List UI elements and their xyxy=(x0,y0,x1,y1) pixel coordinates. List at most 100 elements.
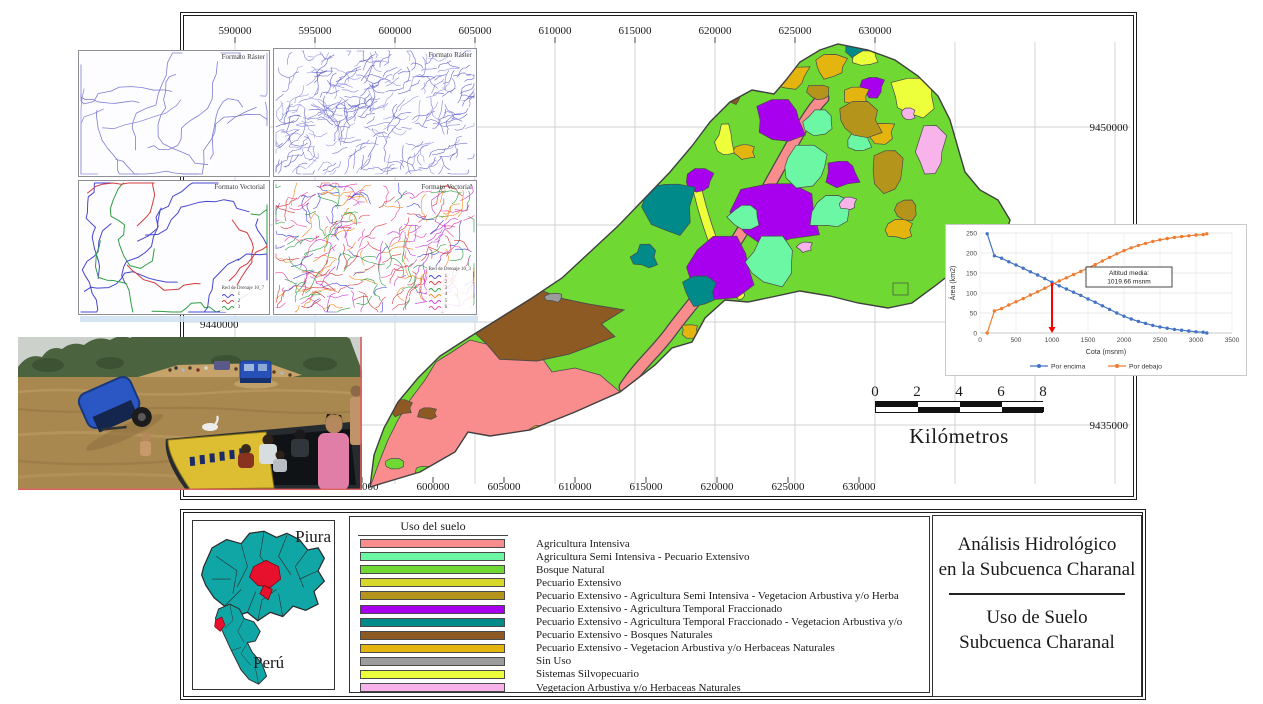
legend-row: Agricultura Intensiva xyxy=(350,537,929,550)
drainage-line xyxy=(387,231,400,235)
drainage-line xyxy=(351,97,373,110)
drainage-line xyxy=(287,115,302,119)
drainage-line xyxy=(454,240,469,251)
legend-label: Bosque Natural xyxy=(536,563,605,576)
drainage-line xyxy=(386,118,401,140)
drainage-line xyxy=(281,128,299,133)
drainage-line xyxy=(307,297,326,313)
drainage-line xyxy=(275,120,295,128)
drainage-line xyxy=(344,195,368,204)
drainage-line xyxy=(385,242,392,269)
drainage-line xyxy=(317,118,334,126)
drainage-line xyxy=(314,67,332,77)
chart-y-tick: 100 xyxy=(966,290,977,297)
data-point xyxy=(1129,317,1133,321)
scale-bar-number: 6 xyxy=(997,384,1005,400)
drainage-line xyxy=(80,108,104,175)
drainage-line xyxy=(326,72,337,95)
data-point xyxy=(1179,328,1184,332)
drainage-line xyxy=(372,104,385,111)
drainage-line xyxy=(457,189,464,218)
drainage-line xyxy=(294,85,305,104)
drainage-line xyxy=(297,193,316,207)
watershed-boundary xyxy=(369,43,1011,488)
drainage-line xyxy=(407,156,412,175)
drainage-line xyxy=(339,68,362,78)
drainage-line xyxy=(319,182,330,189)
drainage-line xyxy=(388,230,405,249)
drainage-line xyxy=(407,263,414,283)
drainage-line xyxy=(320,52,330,66)
scale-bar: 0 2 4 6 8 Kilómetros xyxy=(871,384,1047,449)
legend-row: Pecuario Extensivo - Bosques Naturales xyxy=(350,629,929,642)
drainage-legend-item: 1 xyxy=(444,273,448,279)
drainage-line xyxy=(294,304,300,313)
drainage-line xyxy=(421,245,430,261)
drainage-line xyxy=(419,285,426,302)
drainage-line xyxy=(401,237,406,263)
annotation-line1: Altitud media: xyxy=(1109,270,1149,277)
drainage-line xyxy=(432,108,446,129)
drainage-line xyxy=(449,247,464,261)
data-point xyxy=(1107,255,1112,260)
drainage-line xyxy=(323,304,343,309)
drainage-line xyxy=(300,251,308,268)
drainage-line xyxy=(334,225,342,241)
drainage-line xyxy=(295,282,306,293)
legend-swatch xyxy=(360,591,505,601)
drainage-line xyxy=(468,216,475,233)
drainage-line xyxy=(308,132,328,137)
drainage-line xyxy=(375,296,386,309)
drainage-line xyxy=(289,146,314,149)
land-use-patch xyxy=(795,241,813,253)
x-tick-bottom: 600000 xyxy=(417,481,451,493)
drainage-line xyxy=(302,287,336,291)
drainage-line xyxy=(303,291,313,308)
drainage-line xyxy=(348,193,364,200)
drainage-line xyxy=(466,190,471,212)
x-tick-top: 605000 xyxy=(459,25,493,37)
drainage-legend-item: 2 xyxy=(237,298,241,304)
drainage-line xyxy=(447,169,469,175)
land-use-patch xyxy=(480,452,511,464)
legend-row: Pecuario Extensivo xyxy=(350,576,929,589)
drainage-line xyxy=(360,105,370,118)
drainage-line xyxy=(417,154,422,166)
drainage-line xyxy=(409,74,421,92)
wave-symbol xyxy=(221,300,235,305)
drainage-line xyxy=(407,225,422,236)
vector-dense-drainage xyxy=(275,182,475,313)
drainage-line xyxy=(338,281,364,293)
drainage-line xyxy=(310,104,326,111)
drainage-line xyxy=(275,93,284,101)
drainage-line xyxy=(291,182,298,206)
chart-y-tick: 150 xyxy=(966,270,977,277)
scale-bar-number: 8 xyxy=(1039,384,1047,400)
drainage-line xyxy=(284,279,298,284)
data-point xyxy=(1071,272,1076,277)
land-use-patch xyxy=(685,168,715,193)
drainage-line xyxy=(351,192,371,205)
drainage-line xyxy=(331,219,353,224)
drainage-line xyxy=(284,132,301,137)
y-tick-left-middle: 9440000 xyxy=(200,319,239,331)
drainage-line xyxy=(454,124,466,131)
drainage-line xyxy=(356,158,371,174)
data-point xyxy=(1107,307,1112,312)
drainage-line xyxy=(356,50,365,61)
drainage-line xyxy=(337,186,355,193)
scale-bar-segment xyxy=(918,402,960,407)
drainage-line xyxy=(442,124,461,128)
drainage-line xyxy=(436,234,444,248)
drainage-line xyxy=(398,79,420,95)
drainage-line xyxy=(275,207,285,225)
drainage-legend-item: 2 xyxy=(444,279,448,285)
drainage-line xyxy=(427,244,447,255)
chart-x-tick: 3000 xyxy=(1189,337,1204,344)
drainage-line xyxy=(445,220,462,230)
drainage-line xyxy=(312,255,338,262)
drainage-line xyxy=(392,103,401,119)
highlighted-district xyxy=(248,559,282,588)
wave-symbol xyxy=(428,293,442,298)
drainage-line xyxy=(383,115,409,120)
